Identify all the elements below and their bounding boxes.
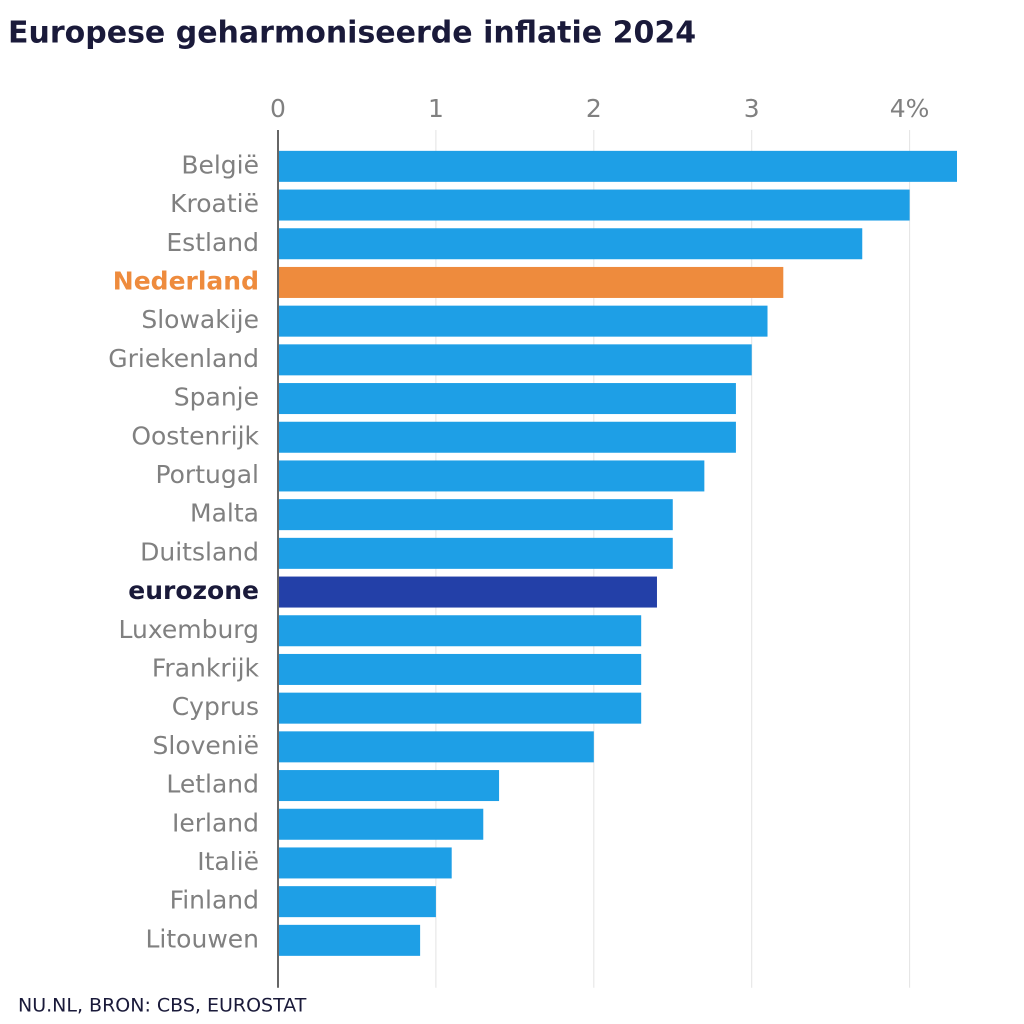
bar [278, 305, 768, 337]
y-tick-label: Portugal [155, 460, 259, 489]
bar [278, 344, 752, 376]
bar [278, 808, 484, 840]
bar [278, 537, 673, 569]
bar [278, 383, 736, 415]
bar [278, 421, 736, 453]
y-tick-label: Spanje [174, 383, 259, 412]
x-tick-label: 4% [890, 94, 930, 123]
y-tick-label: Duitsland [140, 537, 259, 566]
y-tick-label: Slowakije [141, 305, 259, 334]
y-tick-label: eurozone [128, 576, 259, 605]
y-tick-label: Kroatië [170, 189, 259, 218]
bar [278, 228, 863, 260]
y-tick-label: Nederland [113, 266, 259, 295]
y-tick-label: Malta [190, 499, 259, 528]
y-tick-label: Frankrijk [152, 653, 260, 682]
x-tick-label: 3 [744, 94, 760, 123]
y-tick-label: Luxemburg [118, 615, 259, 644]
bar [278, 770, 500, 802]
y-tick-label: Slovenië [153, 731, 259, 760]
bar [278, 924, 421, 956]
source: NU.NL, BRON: CBS, EUROSTAT [18, 995, 307, 1017]
x-tick-label: 0 [270, 94, 286, 123]
y-tick-label: Italië [197, 847, 259, 876]
y-tick-label: België [181, 150, 259, 179]
bar [278, 692, 642, 724]
bar [278, 150, 957, 182]
bar [278, 886, 436, 918]
x-tick-label: 2 [586, 94, 602, 123]
bar [278, 499, 673, 531]
y-tick-label: Estland [166, 228, 259, 257]
bar [278, 653, 642, 685]
chart-title: Europese geharmoniseerde inflatie 2024 [8, 16, 696, 51]
bar [278, 731, 594, 763]
bar [278, 847, 452, 879]
y-tick-label: Griekenland [108, 344, 259, 373]
y-tick-label: Litouwen [146, 924, 260, 953]
y-tick-label: Finland [170, 886, 259, 915]
bar [278, 460, 705, 492]
bar [278, 189, 910, 221]
y-tick-label: Cyprus [172, 692, 259, 721]
bar [278, 576, 657, 608]
x-tick-label: 1 [428, 94, 444, 123]
y-tick-label: Ierland [172, 808, 259, 837]
y-tick-label: Oostenrijk [131, 421, 259, 450]
bar [278, 615, 642, 647]
bar [278, 266, 784, 298]
y-tick-label: Letland [166, 770, 259, 799]
